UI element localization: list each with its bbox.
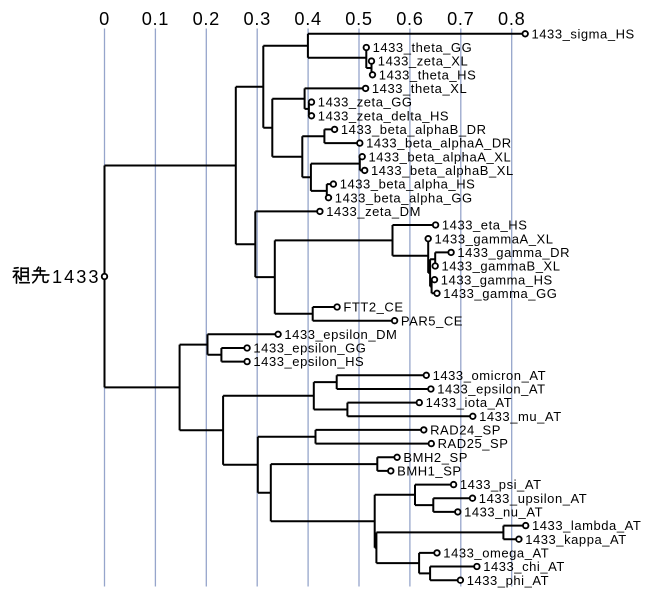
- svg-text:0.7: 0.7: [447, 9, 474, 29]
- svg-text:1433_beta_alpha_HS: 1433_beta_alpha_HS: [340, 177, 476, 192]
- svg-text:1433_gamma_HS: 1433_gamma_HS: [441, 272, 553, 287]
- svg-text:1433_epsilon_AT: 1433_epsilon_AT: [437, 382, 545, 397]
- svg-text:PAR5_CE: PAR5_CE: [401, 313, 463, 328]
- svg-text:0.8: 0.8: [498, 9, 525, 29]
- svg-text:0.6: 0.6: [396, 9, 423, 29]
- svg-text:1433_theta_GG: 1433_theta_GG: [373, 40, 473, 55]
- svg-text:1433_omicron_AT: 1433_omicron_AT: [433, 368, 547, 383]
- svg-text:1433_theta_XL: 1433_theta_XL: [372, 81, 467, 96]
- svg-text:1433_phi_AT: 1433_phi_AT: [467, 573, 549, 588]
- svg-text:1433_mu_AT: 1433_mu_AT: [479, 409, 562, 424]
- svg-text:1433_epsilon_HS: 1433_epsilon_HS: [253, 354, 364, 369]
- svg-text:1433_upsilon_AT: 1433_upsilon_AT: [479, 491, 587, 506]
- svg-text:0.1: 0.1: [142, 9, 169, 29]
- svg-text:1433_zeta_delta_HS: 1433_zeta_delta_HS: [318, 108, 449, 123]
- svg-text:0.3: 0.3: [244, 9, 271, 29]
- svg-text:1433_sigma_HS: 1433_sigma_HS: [532, 26, 635, 41]
- svg-text:0.4: 0.4: [294, 9, 321, 29]
- svg-text:1433_psi_AT: 1433_psi_AT: [460, 477, 542, 492]
- svg-text:1433_zeta_GG: 1433_zeta_GG: [318, 95, 413, 110]
- svg-text:1433_zeta_DM: 1433_zeta_DM: [326, 204, 421, 219]
- svg-text:1433_epsilon_DM: 1433_epsilon_DM: [284, 327, 397, 342]
- svg-text:1433_iota_AT: 1433_iota_AT: [426, 395, 513, 410]
- svg-text:1433_gamma_GG: 1433_gamma_GG: [443, 286, 557, 301]
- svg-text:1433_beta_alphaB_DR: 1433_beta_alphaB_DR: [341, 122, 487, 137]
- svg-text:1433_theta_HS: 1433_theta_HS: [379, 67, 477, 82]
- svg-text:BMH2_SP: BMH2_SP: [403, 450, 468, 465]
- svg-text:1433_kappa_AT: 1433_kappa_AT: [525, 532, 627, 547]
- svg-text:1433_gammaA_XL: 1433_gammaA_XL: [435, 231, 554, 246]
- svg-text:1433_beta_alphaB_XL: 1433_beta_alphaB_XL: [371, 163, 514, 178]
- svg-text:1433_gamma_DR: 1433_gamma_DR: [457, 245, 570, 260]
- svg-text:1433_gammaB_XL: 1433_gammaB_XL: [442, 259, 561, 274]
- svg-text:0.2: 0.2: [193, 9, 220, 29]
- svg-text:1433_beta_alphaA_XL: 1433_beta_alphaA_XL: [369, 149, 512, 164]
- svg-text:1433_chi_AT: 1433_chi_AT: [483, 559, 565, 574]
- svg-text:1433_beta_alpha_GG: 1433_beta_alpha_GG: [335, 190, 473, 205]
- svg-text:1433_beta_alphaA_DR: 1433_beta_alphaA_DR: [366, 136, 512, 151]
- svg-text:1433_lambda_AT: 1433_lambda_AT: [532, 518, 641, 533]
- svg-text:1433_eta_HS: 1433_eta_HS: [442, 218, 528, 233]
- svg-text:BMH1_SP: BMH1_SP: [397, 464, 462, 479]
- svg-text:0.5: 0.5: [345, 9, 372, 29]
- svg-text:1433_zeta_XL: 1433_zeta_XL: [378, 54, 468, 69]
- svg-text:1433_nu_AT: 1433_nu_AT: [464, 505, 543, 520]
- svg-text:FTT2_CE: FTT2_CE: [343, 300, 403, 315]
- svg-text:1433_epsilon_GG: 1433_epsilon_GG: [253, 341, 366, 356]
- svg-text:0: 0: [99, 9, 110, 29]
- svg-text:RAD25_SP: RAD25_SP: [438, 436, 509, 451]
- svg-text:1433_omega_AT: 1433_omega_AT: [443, 546, 549, 561]
- svg-text:RAD24_SP: RAD24_SP: [430, 423, 501, 438]
